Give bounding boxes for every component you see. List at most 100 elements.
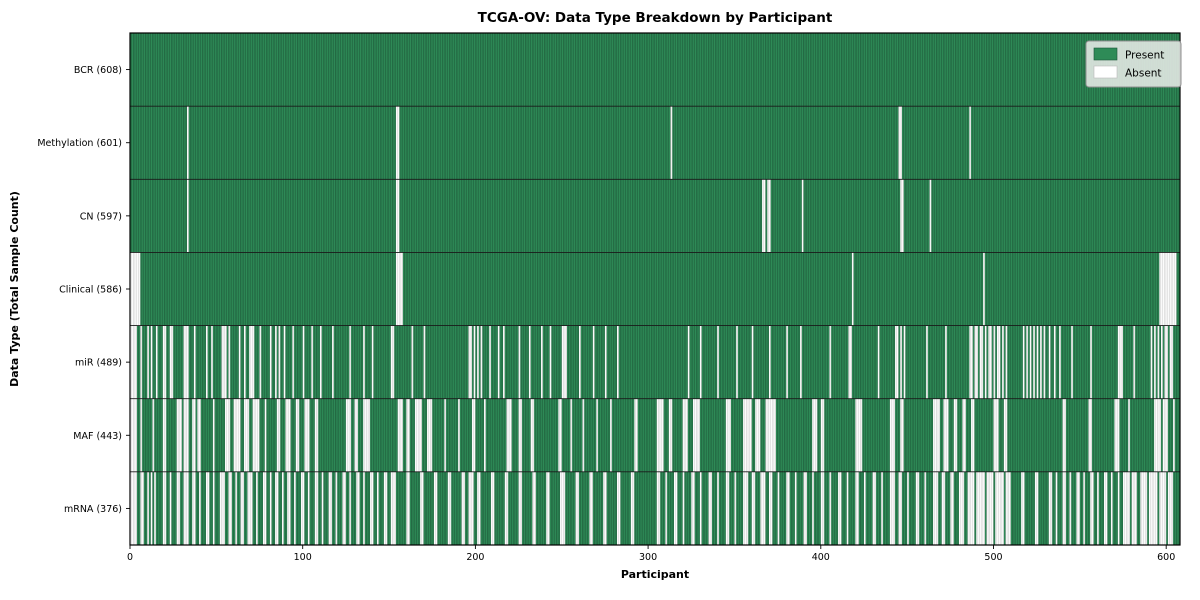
absent-stripe xyxy=(1026,325,1029,399)
absent-stripe xyxy=(1083,471,1086,545)
absent-stripe xyxy=(943,398,949,472)
absent-stripe xyxy=(1029,325,1032,399)
absent-stripe xyxy=(984,325,987,399)
absent-stripe xyxy=(751,325,754,399)
absent-stripe xyxy=(1090,471,1094,545)
absent-stripe xyxy=(582,398,585,472)
x-tick-label: 0 xyxy=(127,552,133,563)
absent-stripe xyxy=(199,471,201,545)
absent-stripe xyxy=(319,325,322,399)
absent-stripe xyxy=(468,325,472,399)
absent-stripe xyxy=(183,398,189,472)
absent-stripe xyxy=(530,398,535,472)
absent-stripe xyxy=(1110,471,1113,545)
absent-stripe xyxy=(473,325,476,399)
absent-stripe xyxy=(929,179,932,253)
absent-stripe xyxy=(1097,471,1099,545)
absent-stripe xyxy=(390,471,396,545)
absent-stripe xyxy=(1148,471,1158,545)
absent-stripe xyxy=(895,325,899,399)
absent-stripe xyxy=(518,398,523,472)
absent-stripe xyxy=(228,471,232,545)
absent-stripe xyxy=(1167,471,1174,545)
absent-stripe xyxy=(294,471,296,545)
absent-stripe xyxy=(275,471,279,545)
absent-stripe xyxy=(546,471,550,545)
absent-stripe xyxy=(1150,325,1153,399)
absent-stripe xyxy=(356,471,360,545)
absent-stripe xyxy=(592,325,595,399)
absent-stripe xyxy=(484,398,486,472)
absent-stripe xyxy=(150,325,153,399)
absent-stripe xyxy=(302,325,305,399)
absent-stripe xyxy=(812,471,814,545)
absent-stripe xyxy=(1069,471,1072,545)
absent-stripe xyxy=(800,325,802,399)
absent-stripe xyxy=(349,471,352,545)
absent-stripe xyxy=(205,471,210,545)
absent-stripe xyxy=(765,398,776,472)
absent-stripe xyxy=(767,179,771,253)
absent-stripe xyxy=(444,398,447,472)
absent-stripe xyxy=(342,471,346,545)
absent-stripe xyxy=(617,471,621,545)
absent-stripe xyxy=(506,398,512,472)
absent-stripe xyxy=(395,252,403,326)
absent-stripe xyxy=(1048,325,1051,399)
absent-stripe xyxy=(603,471,607,545)
absent-stripe xyxy=(354,398,358,472)
absent-stripe xyxy=(252,398,260,472)
absent-stripe xyxy=(247,471,253,545)
absent-stripe xyxy=(406,471,410,545)
absent-stripe xyxy=(262,471,267,545)
absent-stripe xyxy=(1157,325,1160,399)
absent-stripe xyxy=(561,325,567,399)
absent-stripe xyxy=(820,471,825,545)
absent-stripe xyxy=(596,398,599,472)
legend-absent-label: Absent xyxy=(1125,68,1162,80)
absent-stripe xyxy=(1131,471,1137,545)
absent-stripe xyxy=(363,471,365,545)
absent-stripe xyxy=(1076,471,1080,545)
absent-stripe xyxy=(287,471,291,545)
absent-stripe xyxy=(974,325,978,399)
y-tick-label: MAF (443) xyxy=(73,431,122,442)
absent-stripe xyxy=(933,398,940,472)
absent-stripe xyxy=(682,471,685,545)
absent-stripe xyxy=(673,471,678,545)
absent-stripe xyxy=(743,398,752,472)
absent-stripe xyxy=(926,325,928,399)
absent-stripe xyxy=(971,398,975,472)
y-tick-label: BCR (608) xyxy=(74,65,122,76)
absent-stripe xyxy=(812,398,818,472)
x-axis-label: Participant xyxy=(621,568,689,581)
absent-stripe xyxy=(259,325,262,399)
absent-stripe xyxy=(900,398,904,472)
absent-stripe xyxy=(468,471,474,545)
absent-stripe xyxy=(518,471,523,545)
absent-stripe xyxy=(656,471,661,545)
absent-stripe xyxy=(228,325,231,399)
absent-stripe xyxy=(907,471,909,545)
absent-stripe xyxy=(1159,471,1167,545)
absent-stripe xyxy=(630,471,635,545)
y-tick-label: CN (597) xyxy=(80,211,122,222)
absent-stripe xyxy=(395,106,400,180)
absent-stripe xyxy=(725,398,731,472)
absent-stripe xyxy=(549,325,552,399)
absent-stripe xyxy=(898,471,902,545)
absent-stripe xyxy=(477,471,481,545)
row-band-clinical xyxy=(130,252,1180,326)
row-band-cn xyxy=(130,179,1180,253)
absent-stripe xyxy=(150,471,153,545)
absent-stripe xyxy=(130,252,141,326)
absent-stripe xyxy=(668,398,673,472)
absent-stripe xyxy=(1090,325,1092,399)
absent-stripe xyxy=(692,398,700,472)
absent-stripe xyxy=(734,471,737,545)
absent-stripe xyxy=(477,325,479,399)
absent-stripe xyxy=(872,471,877,545)
absent-stripe xyxy=(889,398,896,472)
absent-stripe xyxy=(345,398,352,472)
